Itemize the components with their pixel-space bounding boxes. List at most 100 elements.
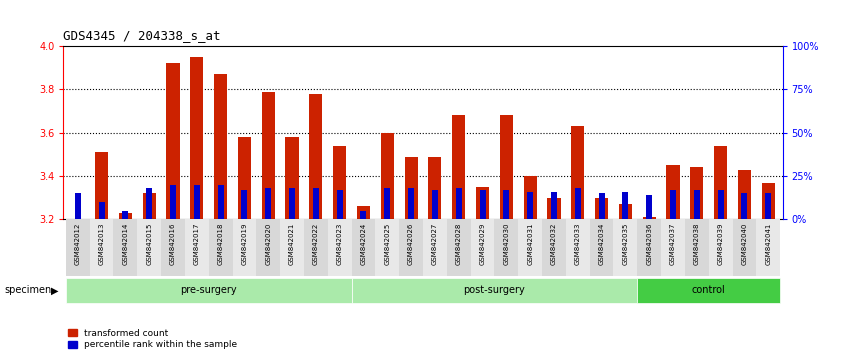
Text: GSM842030: GSM842030 (503, 222, 509, 265)
Bar (327, 219, 352, 276)
Bar (313, 188, 319, 219)
Bar (519, 219, 542, 276)
Bar (637, 219, 661, 276)
Bar (357, 206, 370, 219)
Text: GSM842036: GSM842036 (646, 222, 652, 265)
Bar (161, 219, 185, 276)
Text: GSM842017: GSM842017 (194, 222, 200, 265)
Text: GSM842033: GSM842033 (574, 222, 580, 265)
Bar (99, 202, 105, 219)
Text: GSM842019: GSM842019 (241, 222, 247, 265)
Text: GSM842028: GSM842028 (456, 222, 462, 265)
Text: GSM842027: GSM842027 (432, 222, 438, 265)
Text: post-surgery: post-surgery (464, 285, 525, 295)
Bar (456, 188, 462, 219)
Bar (423, 219, 447, 276)
Text: GDS4345 / 204338_s_at: GDS4345 / 204338_s_at (63, 29, 221, 42)
Bar (574, 188, 580, 219)
Text: pre-surgery: pre-surgery (180, 285, 237, 295)
Bar (233, 219, 256, 276)
Text: GSM842013: GSM842013 (98, 222, 105, 265)
Bar (551, 192, 557, 219)
Bar (613, 219, 637, 276)
Bar (304, 219, 327, 276)
Bar (599, 193, 605, 219)
Bar (685, 219, 709, 276)
Bar (256, 219, 280, 276)
Bar (408, 188, 414, 219)
Bar (761, 183, 775, 219)
Bar (476, 187, 489, 219)
Bar (566, 219, 590, 276)
Bar (261, 92, 275, 219)
Bar (738, 170, 751, 219)
Bar (766, 193, 772, 219)
Bar (146, 188, 152, 219)
Bar (384, 188, 390, 219)
Text: control: control (692, 285, 726, 295)
Text: GSM842023: GSM842023 (337, 222, 343, 265)
Text: GSM842032: GSM842032 (551, 222, 557, 265)
Bar (238, 137, 251, 219)
Text: GSM842031: GSM842031 (527, 222, 533, 265)
Bar (381, 133, 394, 219)
Bar (95, 152, 108, 219)
Bar (741, 193, 747, 219)
Bar (447, 219, 470, 276)
Text: GSM842024: GSM842024 (360, 222, 366, 264)
Bar (66, 219, 90, 276)
Bar (670, 190, 676, 219)
Bar (646, 195, 652, 219)
Bar (717, 190, 723, 219)
Bar (694, 190, 700, 219)
Text: GSM842016: GSM842016 (170, 222, 176, 265)
Bar (470, 219, 494, 276)
Bar (74, 193, 80, 219)
Bar (524, 176, 536, 219)
Bar (494, 219, 519, 276)
Text: GSM842021: GSM842021 (289, 222, 295, 265)
Bar (432, 190, 438, 219)
Bar (667, 165, 679, 219)
Text: GSM842012: GSM842012 (74, 222, 80, 265)
Bar (285, 137, 299, 219)
Bar (90, 219, 113, 276)
Bar (360, 211, 366, 219)
Bar (714, 146, 728, 219)
Bar (71, 219, 85, 241)
Bar (66, 278, 352, 303)
Bar (167, 63, 179, 219)
Text: GSM842041: GSM842041 (766, 222, 772, 265)
Text: GSM842037: GSM842037 (670, 222, 676, 265)
Text: GSM842022: GSM842022 (313, 222, 319, 264)
Text: GSM842035: GSM842035 (623, 222, 629, 265)
Bar (217, 185, 223, 219)
Text: GSM842040: GSM842040 (741, 222, 748, 265)
Bar (337, 190, 343, 219)
Bar (170, 185, 176, 219)
Bar (404, 156, 418, 219)
Bar (376, 219, 399, 276)
Bar (143, 194, 156, 219)
Bar (310, 94, 322, 219)
Text: GSM842029: GSM842029 (480, 222, 486, 265)
Bar (185, 219, 209, 276)
Bar (661, 219, 685, 276)
Bar (280, 219, 304, 276)
Bar (118, 213, 132, 219)
Bar (643, 217, 656, 219)
Bar (428, 156, 442, 219)
Bar (756, 219, 780, 276)
Bar (137, 219, 161, 276)
Bar (542, 219, 566, 276)
Bar (194, 185, 200, 219)
Bar (190, 57, 203, 219)
Bar (123, 211, 129, 219)
Bar (618, 204, 632, 219)
Bar (595, 198, 608, 219)
Bar (113, 219, 137, 276)
Bar (289, 188, 295, 219)
Bar (637, 278, 780, 303)
Bar (733, 219, 756, 276)
Text: GSM842014: GSM842014 (123, 222, 129, 265)
